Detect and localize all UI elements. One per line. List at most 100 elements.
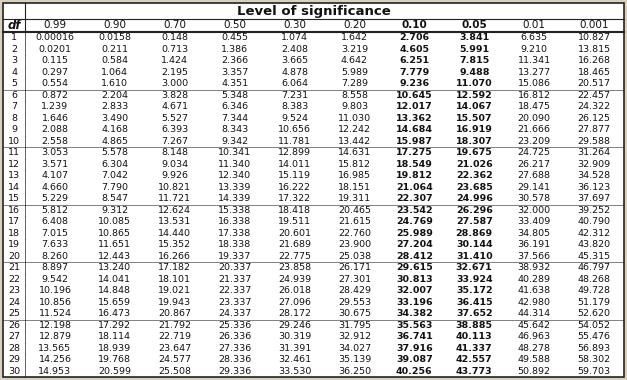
- Text: 16.473: 16.473: [98, 309, 132, 318]
- Text: 0.0201: 0.0201: [38, 45, 71, 54]
- Text: 5.989: 5.989: [341, 68, 368, 77]
- Text: 0.20: 0.20: [343, 21, 366, 30]
- Text: 28.172: 28.172: [278, 309, 311, 318]
- Text: 26.018: 26.018: [278, 286, 311, 295]
- Text: 18.338: 18.338: [218, 240, 251, 249]
- Text: 40.256: 40.256: [396, 367, 433, 376]
- Text: 6.304: 6.304: [102, 160, 129, 169]
- Text: 1.074: 1.074: [281, 33, 308, 42]
- Text: 26.296: 26.296: [456, 206, 493, 215]
- Text: 13.531: 13.531: [158, 217, 191, 226]
- Text: 0.01: 0.01: [523, 21, 545, 30]
- Text: 37.652: 37.652: [456, 309, 493, 318]
- Text: 18.939: 18.939: [98, 344, 132, 353]
- Text: 22.775: 22.775: [278, 252, 311, 261]
- Text: 18.475: 18.475: [518, 102, 551, 111]
- Text: 30.813: 30.813: [396, 275, 433, 284]
- Text: 6.251: 6.251: [399, 56, 429, 65]
- Text: 16.985: 16.985: [338, 171, 371, 180]
- Text: 12.017: 12.017: [396, 102, 433, 111]
- Text: 23.858: 23.858: [278, 263, 311, 272]
- Text: 24.996: 24.996: [456, 194, 493, 203]
- Text: 36.415: 36.415: [456, 298, 493, 307]
- Text: 4.671: 4.671: [161, 102, 188, 111]
- Text: 8.558: 8.558: [341, 91, 368, 100]
- Text: 17.338: 17.338: [218, 229, 251, 238]
- Text: 46.963: 46.963: [517, 332, 551, 341]
- Text: 33.530: 33.530: [278, 367, 311, 376]
- Text: 15.338: 15.338: [218, 206, 251, 215]
- Text: 26.336: 26.336: [218, 332, 251, 341]
- Text: 7.790: 7.790: [102, 183, 129, 192]
- Text: 30: 30: [8, 367, 20, 376]
- Text: 9.236: 9.236: [399, 79, 429, 88]
- Text: 5: 5: [11, 79, 17, 88]
- Text: 15.507: 15.507: [456, 114, 492, 123]
- Text: 45.642: 45.642: [518, 321, 551, 330]
- Text: 22.719: 22.719: [158, 332, 191, 341]
- Text: 27: 27: [8, 332, 20, 341]
- Text: 26.171: 26.171: [338, 263, 371, 272]
- Text: 18.101: 18.101: [158, 275, 191, 284]
- Text: 9.034: 9.034: [161, 160, 188, 169]
- Text: 25.038: 25.038: [338, 252, 371, 261]
- Text: 0.70: 0.70: [163, 21, 186, 30]
- Text: 29.141: 29.141: [518, 183, 551, 192]
- Text: 14.256: 14.256: [38, 355, 71, 364]
- Text: 2.558: 2.558: [41, 137, 68, 146]
- Text: 3.490: 3.490: [102, 114, 129, 123]
- Text: 12.340: 12.340: [218, 171, 251, 180]
- Text: 26.217: 26.217: [518, 160, 551, 169]
- Text: 2.833: 2.833: [101, 102, 129, 111]
- Text: 32.000: 32.000: [517, 206, 551, 215]
- Text: 0.584: 0.584: [102, 56, 129, 65]
- Text: 15.987: 15.987: [396, 137, 433, 146]
- Text: 0.148: 0.148: [161, 33, 188, 42]
- Text: 3.000: 3.000: [161, 79, 188, 88]
- Text: 39.252: 39.252: [577, 206, 611, 215]
- Text: 11.070: 11.070: [456, 79, 493, 88]
- Text: 33.924: 33.924: [456, 275, 493, 284]
- Text: 15.119: 15.119: [278, 171, 311, 180]
- Text: 28: 28: [8, 344, 20, 353]
- Text: 18.307: 18.307: [456, 137, 493, 146]
- Text: 12.899: 12.899: [278, 148, 311, 157]
- Text: 24: 24: [8, 298, 20, 307]
- Text: 44.314: 44.314: [517, 309, 551, 318]
- Text: 20.090: 20.090: [518, 114, 551, 123]
- Text: 9.803: 9.803: [341, 102, 368, 111]
- Text: 11.721: 11.721: [158, 194, 191, 203]
- Text: 42.557: 42.557: [456, 355, 493, 364]
- Text: 10.656: 10.656: [278, 125, 311, 134]
- Text: 28.336: 28.336: [218, 355, 251, 364]
- Text: 18: 18: [8, 229, 20, 238]
- Text: 24.939: 24.939: [278, 275, 311, 284]
- Text: 8.148: 8.148: [161, 148, 188, 157]
- Text: 0.713: 0.713: [161, 45, 188, 54]
- Text: 8.897: 8.897: [41, 263, 68, 272]
- Text: 5.991: 5.991: [459, 45, 489, 54]
- Text: 1.642: 1.642: [341, 33, 368, 42]
- Text: 0.115: 0.115: [41, 56, 68, 65]
- Text: 21.792: 21.792: [158, 321, 191, 330]
- Text: 31.795: 31.795: [338, 321, 371, 330]
- Text: 10.341: 10.341: [218, 148, 251, 157]
- Text: 23.685: 23.685: [456, 183, 493, 192]
- Text: 34.805: 34.805: [517, 229, 551, 238]
- Text: 6: 6: [11, 91, 17, 100]
- Text: 3.665: 3.665: [281, 56, 308, 65]
- Text: 16.338: 16.338: [218, 217, 251, 226]
- Text: 35.139: 35.139: [338, 355, 371, 364]
- Text: 41.337: 41.337: [456, 344, 493, 353]
- Text: 3.053: 3.053: [41, 148, 68, 157]
- Text: 24.577: 24.577: [158, 355, 191, 364]
- Text: 15.352: 15.352: [158, 240, 191, 249]
- Text: 42.312: 42.312: [577, 229, 611, 238]
- Text: 10.085: 10.085: [98, 217, 131, 226]
- Text: 8.343: 8.343: [221, 125, 248, 134]
- Text: 7: 7: [11, 102, 17, 111]
- Text: 11.524: 11.524: [38, 309, 71, 318]
- Text: 9.542: 9.542: [41, 275, 68, 284]
- Text: 5.812: 5.812: [41, 206, 68, 215]
- Text: 14.440: 14.440: [158, 229, 191, 238]
